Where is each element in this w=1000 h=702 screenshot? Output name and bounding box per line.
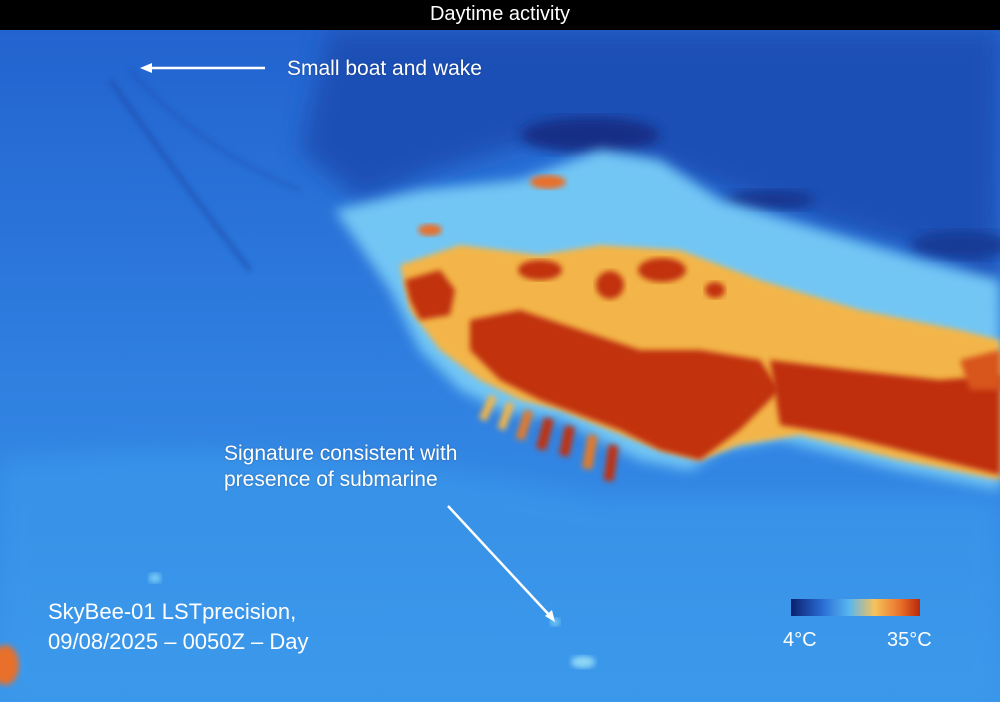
legend-min-label: 4°C bbox=[783, 629, 817, 651]
caption-line1: SkyBee-01 LSTprecision, bbox=[48, 599, 297, 624]
legend-max-label: 35°C bbox=[887, 629, 932, 651]
piers bbox=[478, 394, 619, 482]
image-title: Daytime activity bbox=[429, 3, 571, 25]
submarine-annotation-line2: presence of submarine bbox=[224, 468, 438, 491]
thermal-image bbox=[0, 30, 1000, 702]
submarine-annotation: Signature consistent with presence of su… bbox=[224, 441, 457, 493]
temperature-legend-bar bbox=[791, 599, 920, 616]
submarine-annotation-line1: Signature consistent with bbox=[224, 442, 458, 465]
boat-arrow bbox=[140, 63, 265, 73]
image-caption: SkyBee-01 LSTprecision, 09/08/2025 – 005… bbox=[48, 597, 309, 657]
submarine-signature bbox=[571, 656, 595, 668]
caption-line2: 09/08/2025 – 0050Z – Day bbox=[48, 629, 309, 654]
title-bar: Daytime activity bbox=[0, 0, 1000, 30]
submarine-arrow bbox=[447, 505, 555, 622]
boat-wake bbox=[108, 78, 252, 272]
boat-annotation: Small boat and wake bbox=[287, 57, 482, 80]
land-hot bbox=[405, 270, 455, 320]
